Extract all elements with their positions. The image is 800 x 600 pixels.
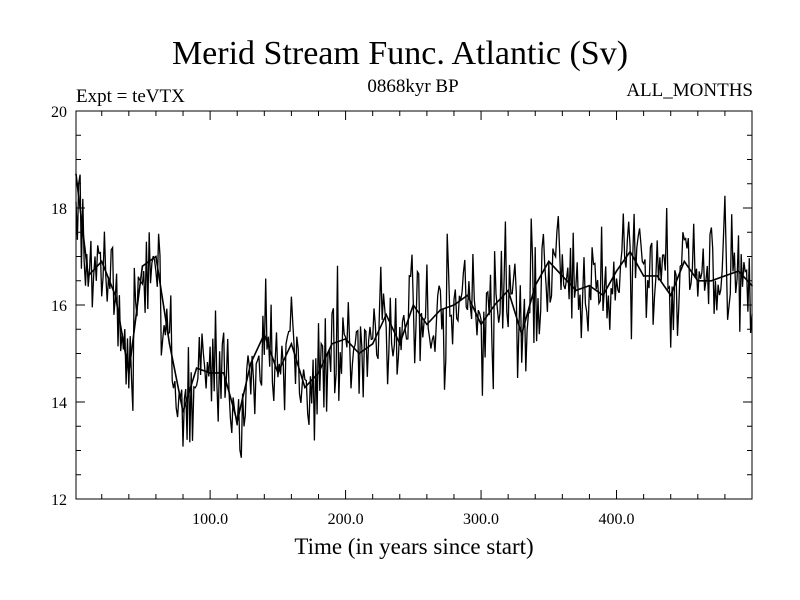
data-point — [263, 333, 266, 335]
data-point — [168, 343, 171, 345]
data-point — [439, 309, 442, 311]
data-point — [642, 275, 645, 277]
period-label: 0868kyr BP — [367, 76, 459, 97]
data-point — [493, 304, 496, 306]
data-point — [358, 352, 360, 355]
data-point — [602, 294, 604, 297]
data-point — [629, 250, 631, 253]
data-point — [669, 294, 672, 297]
data-point — [344, 338, 347, 340]
data-point — [182, 410, 184, 413]
y-tick-label: 18 — [51, 201, 67, 218]
data-point — [304, 386, 306, 389]
series-line — [75, 174, 753, 422]
data-point — [737, 270, 740, 272]
data-point — [507, 289, 510, 292]
data-point — [724, 275, 726, 277]
x-axis-label: Time (in years since start) — [294, 534, 533, 559]
data-point — [453, 304, 455, 306]
y-tick-label: 16 — [51, 298, 67, 315]
x-tick-label: 400.0 — [599, 511, 635, 528]
data-point — [155, 255, 157, 258]
data-point — [385, 313, 388, 316]
data-point — [480, 323, 482, 326]
data-point — [575, 289, 577, 292]
months-label: ALL_MONTHS — [626, 80, 753, 101]
data-point — [100, 260, 103, 263]
data-point — [141, 265, 144, 268]
y-tick-label: 12 — [51, 492, 67, 509]
data-point — [615, 270, 618, 272]
data-point — [520, 333, 523, 335]
data-point — [683, 260, 686, 263]
data-point — [209, 372, 211, 374]
data-point — [128, 372, 130, 374]
data-point — [222, 372, 225, 374]
series-line-annual — [75, 174, 753, 458]
data-point — [195, 367, 198, 369]
data-point — [412, 304, 415, 306]
data-point — [87, 275, 89, 277]
data-point — [114, 294, 117, 297]
experiment-label: Expt = teVTX — [76, 86, 185, 107]
x-tick-label: 100.0 — [192, 511, 228, 528]
data-point — [290, 343, 293, 345]
data-point — [466, 294, 469, 297]
data-point — [371, 343, 374, 345]
x-tick-label: 300.0 — [463, 511, 499, 528]
data-point — [561, 275, 564, 277]
data-point — [534, 284, 536, 287]
x-tick-label: 200.0 — [328, 511, 364, 528]
y-tick-label: 20 — [51, 104, 67, 121]
y-tick-label: 14 — [51, 395, 67, 412]
data-point — [317, 372, 320, 374]
data-point — [331, 343, 333, 345]
tick-layer: 100.0 200.0 300.0 400.0 12 14 16 18 20 — [51, 104, 752, 528]
data-point — [656, 275, 658, 277]
data-point — [710, 280, 713, 282]
data-point — [548, 260, 550, 263]
data-point — [697, 280, 699, 282]
data-point — [277, 372, 279, 374]
plot-noise-layer — [75, 174, 753, 458]
chart-title: Merid Stream Func. Atlantic (Sv) — [171, 35, 629, 72]
data-point — [426, 323, 428, 326]
data-point — [250, 362, 252, 365]
data-point — [399, 343, 401, 345]
data-point — [588, 284, 591, 287]
data-point — [236, 420, 238, 423]
plot-mark-layer — [75, 173, 753, 423]
